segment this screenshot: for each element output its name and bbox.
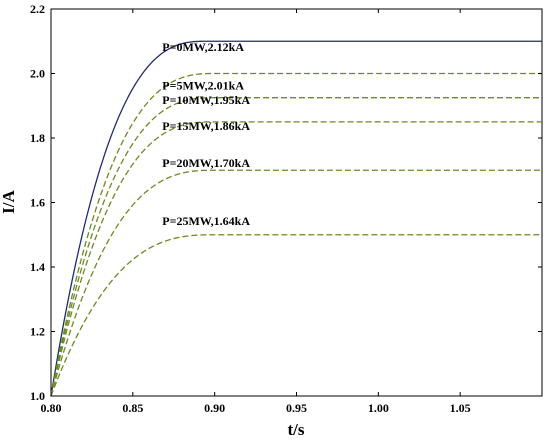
series-line-5: [50, 234, 542, 397]
x-tick-label: 0.80: [41, 401, 62, 415]
y-tick-label: 1.0: [30, 389, 45, 403]
series-annotation-1: P=5MW,2.01kA: [162, 79, 244, 93]
x-tick-layer: 0.80 0.85 0.90 0.95 1.00 1.05: [41, 9, 471, 415]
x-tick-label: 0.85: [122, 401, 143, 415]
series-annotation-4: P=20MW,1.70kA: [162, 156, 250, 170]
series-line-3: [50, 121, 542, 397]
series-annotation-5: P=25MW,1.64kA: [162, 214, 250, 228]
y-tick-label: 2.2: [30, 2, 45, 16]
series-line-0: [50, 40, 542, 397]
y-tick-label: 1.8: [30, 131, 45, 145]
x-tick-label: 0.90: [204, 401, 225, 415]
series-annotation-3: P=15MW,1.86kA: [162, 119, 250, 133]
y-axis-title: I/A: [0, 189, 18, 213]
x-tick-label: 1.05: [450, 401, 471, 415]
y-tick-label: 1.2: [30, 325, 45, 339]
series-line-1: [50, 72, 542, 397]
series-line-2: [50, 97, 542, 397]
x-axis-title: t/s: [288, 420, 305, 439]
plot-frame: [50, 8, 543, 397]
x-tick-label: 1.00: [368, 401, 389, 415]
series-annotation-2: P=10MW,1.95kA: [162, 93, 250, 107]
y-tick-label: 1.4: [30, 260, 45, 274]
series-layer: [50, 40, 542, 397]
series-annotation-0: P=0MW,2.12kA: [162, 40, 244, 54]
y-tick-label: 1.6: [30, 196, 45, 210]
series-line-4: [50, 169, 542, 397]
y-tick-layer: 1.0 1.2 1.4 1.6 1.8 2.0 2.2: [30, 2, 542, 403]
x-tick-label: 0.95: [286, 401, 307, 415]
y-tick-label: 2.0: [30, 67, 45, 81]
